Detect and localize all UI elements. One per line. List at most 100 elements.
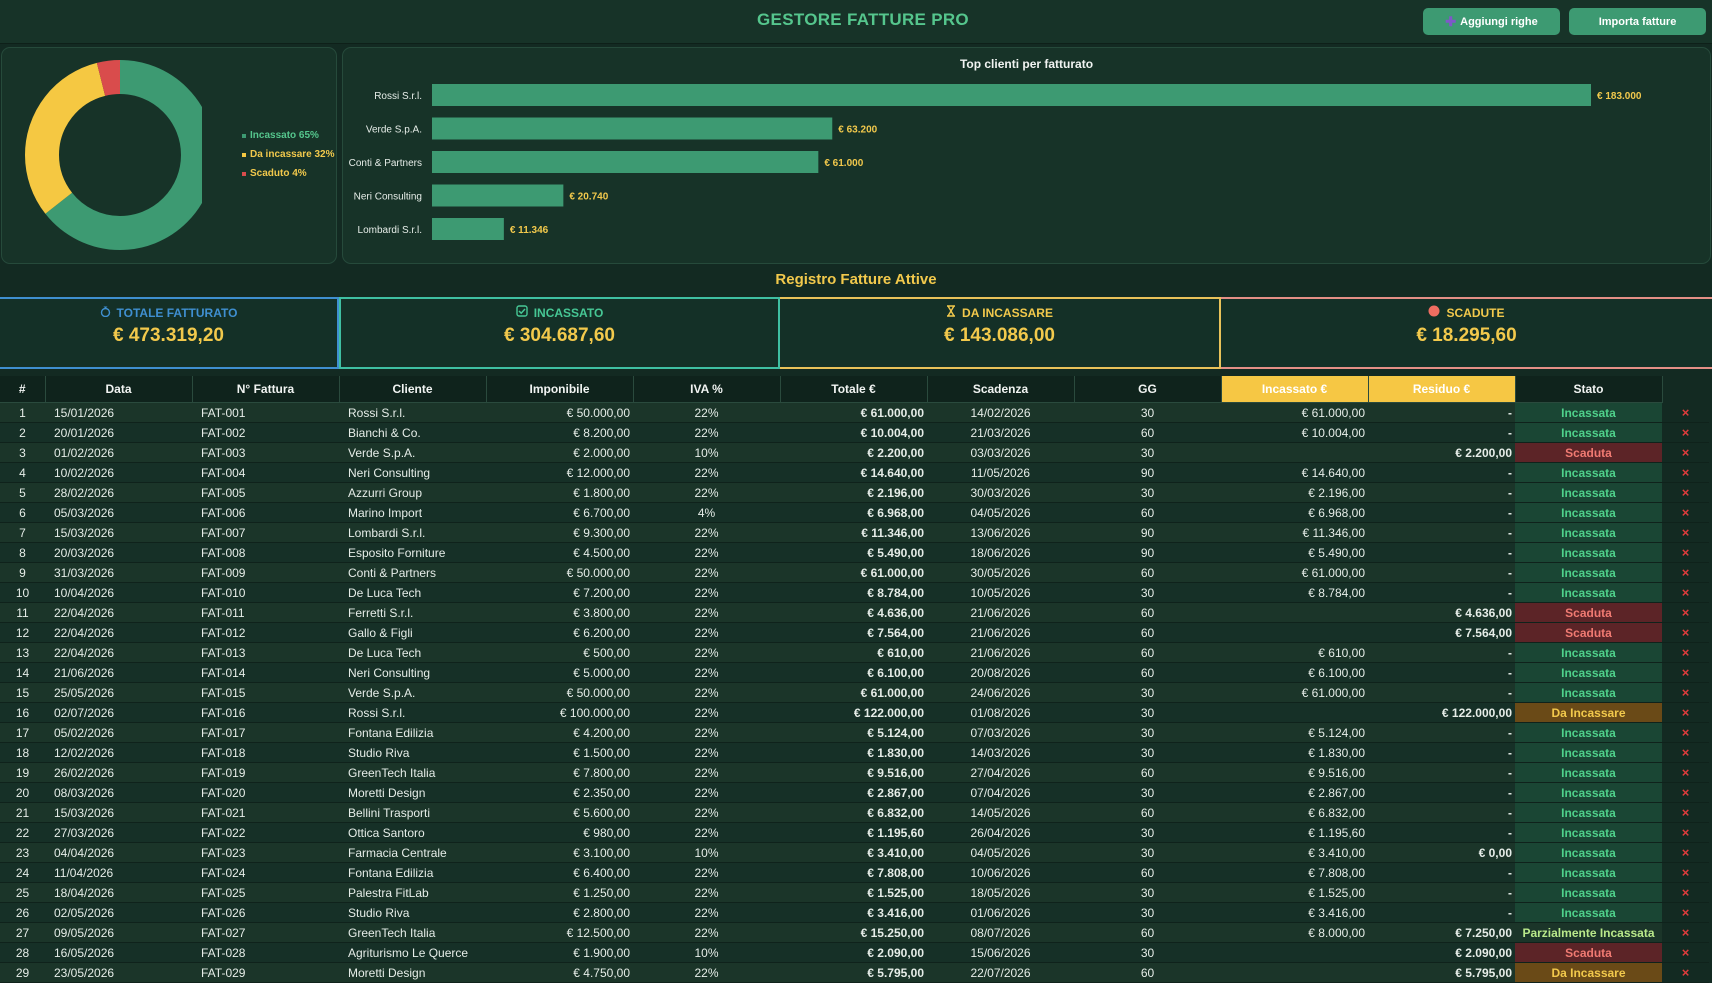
table-cell[interactable]: - (1368, 542, 1515, 563)
table-cell[interactable]: 7 (0, 522, 45, 543)
table-cell[interactable]: € 2.000,00 (486, 442, 633, 463)
table-cell[interactable]: FAT-018 (192, 742, 339, 763)
table-cell[interactable]: FAT-006 (192, 502, 339, 523)
table-cell[interactable]: € 3.410,00 (1221, 842, 1368, 863)
table-cell[interactable]: € 3.100,00 (486, 842, 633, 863)
table-cell[interactable]: - (1368, 462, 1515, 483)
table-cell[interactable]: 22% (633, 582, 780, 603)
table-cell[interactable] (1221, 942, 1368, 963)
delete-row-icon[interactable]: × (1662, 842, 1709, 863)
table-cell[interactable]: € 0,00 (1368, 842, 1515, 863)
table-row[interactable]: 5 28/02/2026 FAT-005 Azzurri Group € 1.800,0… (0, 482, 1709, 503)
table-row[interactable]: 16 02/07/2026 FAT-016 Rossi S.r.l. € 100.000… (0, 702, 1709, 723)
status-badge[interactable]: Incassata (1515, 562, 1662, 583)
table-cell[interactable]: Ottica Santoro (339, 822, 486, 843)
table-cell[interactable]: € 14.640,00 (780, 462, 927, 483)
table-row[interactable]: 4 10/02/2026 FAT-004 Neri Consulting € 12.00… (0, 462, 1709, 483)
table-cell[interactable]: Bellini Trasporti (339, 802, 486, 823)
table-cell[interactable]: Esposito Forniture (339, 542, 486, 563)
delete-row-icon[interactable]: × (1662, 562, 1709, 583)
table-cell[interactable]: 22/04/2026 (45, 622, 192, 643)
table-cell[interactable]: 8 (0, 542, 45, 563)
table-cell[interactable]: € 5.600,00 (486, 802, 633, 823)
table-cell[interactable]: 09/05/2026 (45, 922, 192, 943)
table-cell[interactable]: € 7.808,00 (780, 862, 927, 883)
table-cell[interactable]: € 7.808,00 (1221, 862, 1368, 883)
table-cell[interactable]: 22% (633, 642, 780, 663)
table-cell[interactable]: FAT-028 (192, 942, 339, 963)
table-row[interactable]: 10 10/04/2026 FAT-010 De Luca Tech € 7.200,0… (0, 582, 1709, 603)
status-badge[interactable]: Incassata (1515, 542, 1662, 563)
table-row[interactable]: 12 22/04/2026 FAT-012 Gallo & Figli € 6.200,… (0, 622, 1709, 643)
table-cell[interactable]: FAT-012 (192, 622, 339, 643)
table-cell[interactable]: 20/01/2026 (45, 422, 192, 443)
table-cell[interactable]: 10 (0, 582, 45, 603)
table-cell[interactable]: 31/03/2026 (45, 562, 192, 583)
table-cell[interactable]: € 1.525,00 (780, 882, 927, 903)
table-cell[interactable]: Bianchi & Co. (339, 422, 486, 443)
status-badge[interactable]: Incassata (1515, 862, 1662, 883)
table-cell[interactable]: 22% (633, 762, 780, 783)
table-cell[interactable]: Conti & Partners (339, 562, 486, 583)
table-cell[interactable]: 22/04/2026 (45, 602, 192, 623)
table-cell[interactable]: € 8.784,00 (1221, 582, 1368, 603)
table-cell[interactable]: € 7.564,00 (1368, 622, 1515, 643)
table-cell[interactable]: Fontana Edilizia (339, 722, 486, 743)
table-cell[interactable]: € 11.346,00 (1221, 522, 1368, 543)
table-cell[interactable]: Studio Riva (339, 902, 486, 923)
add-rows-button[interactable]: ✚ Aggiungi righe (1423, 8, 1560, 35)
table-cell[interactable]: 5 (0, 482, 45, 503)
table-row[interactable]: 15 25/05/2026 FAT-015 Verde S.p.A. € 50.000,… (0, 682, 1709, 703)
table-cell[interactable]: € 1.195,60 (1221, 822, 1368, 843)
table-cell[interactable]: 60 (1074, 422, 1221, 443)
table-cell[interactable]: € 980,00 (486, 822, 633, 843)
table-cell[interactable]: 60 (1074, 962, 1221, 983)
table-cell[interactable]: € 50.000,00 (486, 682, 633, 703)
table-cell[interactable]: 28/02/2026 (45, 482, 192, 503)
status-badge[interactable]: Incassata (1515, 802, 1662, 823)
status-badge[interactable]: Scaduta (1515, 442, 1662, 463)
delete-row-icon[interactable]: × (1662, 742, 1709, 763)
table-cell[interactable]: 22 (0, 822, 45, 843)
table-cell[interactable]: € 5.490,00 (1221, 542, 1368, 563)
table-cell[interactable]: € 7.800,00 (486, 762, 633, 783)
delete-row-icon[interactable]: × (1662, 682, 1709, 703)
table-cell[interactable]: 90 (1074, 462, 1221, 483)
table-cell[interactable]: 22% (633, 662, 780, 683)
table-cell[interactable]: 10/02/2026 (45, 462, 192, 483)
table-cell[interactable]: € 61.000,00 (1221, 402, 1368, 423)
column-header[interactable]: N° Fattura (192, 376, 340, 403)
table-cell[interactable]: 9 (0, 562, 45, 583)
table-cell[interactable]: Moretti Design (339, 962, 486, 983)
table-cell[interactable]: 30/03/2026 (927, 482, 1074, 503)
table-cell[interactable]: FAT-019 (192, 762, 339, 783)
table-cell[interactable]: 14/03/2026 (927, 742, 1074, 763)
table-cell[interactable]: FAT-025 (192, 882, 339, 903)
status-badge[interactable]: Incassata (1515, 742, 1662, 763)
table-cell[interactable]: FAT-013 (192, 642, 339, 663)
table-cell[interactable]: Neri Consulting (339, 662, 486, 683)
table-row[interactable]: 1 15/01/2026 FAT-001 Rossi S.r.l. € 50.000,0… (0, 402, 1709, 423)
table-cell[interactable]: 14/02/2026 (927, 402, 1074, 423)
table-row[interactable]: 21 15/03/2026 FAT-021 Bellini Trasporti € 5.… (0, 802, 1709, 823)
table-cell[interactable]: € 2.090,00 (780, 942, 927, 963)
delete-row-icon[interactable]: × (1662, 762, 1709, 783)
table-cell[interactable]: € 4.750,00 (486, 962, 633, 983)
table-cell[interactable]: 30 (1074, 442, 1221, 463)
table-cell[interactable]: 30 (1074, 882, 1221, 903)
delete-row-icon[interactable]: × (1662, 422, 1709, 443)
table-cell[interactable]: € 5.490,00 (780, 542, 927, 563)
table-cell[interactable]: 20 (0, 782, 45, 803)
table-cell[interactable]: 15 (0, 682, 45, 703)
delete-row-icon[interactable]: × (1662, 662, 1709, 683)
table-cell[interactable]: 03/03/2026 (927, 442, 1074, 463)
table-cell[interactable]: FAT-003 (192, 442, 339, 463)
table-cell[interactable]: € 4.636,00 (1368, 602, 1515, 623)
status-badge[interactable]: Incassata (1515, 402, 1662, 423)
delete-row-icon[interactable]: × (1662, 862, 1709, 883)
status-badge[interactable]: Incassata (1515, 422, 1662, 443)
table-cell[interactable]: FAT-024 (192, 862, 339, 883)
table-row[interactable]: 2 20/01/2026 FAT-002 Bianchi & Co. € 8.200,0… (0, 422, 1709, 443)
table-cell[interactable]: € 1.195,60 (780, 822, 927, 843)
table-row[interactable]: 8 20/03/2026 FAT-008 Esposito Forniture € 4.… (0, 542, 1709, 563)
